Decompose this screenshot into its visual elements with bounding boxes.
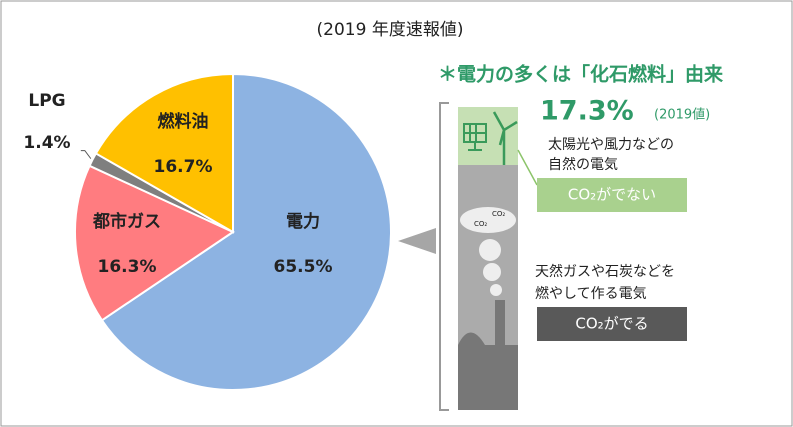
smoke xyxy=(460,207,516,233)
chart-title: (2019 年度速報値) xyxy=(317,20,464,40)
value-label: 65.5% xyxy=(274,257,333,277)
renewable-column xyxy=(458,107,518,165)
smoke xyxy=(483,263,501,281)
value-label: 16.3% xyxy=(98,257,157,277)
value-label: 1.4% xyxy=(23,133,70,153)
category-label: LPG xyxy=(28,91,65,111)
fossil-badge-text: CO₂がでる xyxy=(575,315,648,333)
share: 17.3% xyxy=(540,96,634,127)
fossil-text: 天然ガスや石炭などを xyxy=(535,263,675,280)
category-label: 燃料油 xyxy=(158,111,209,132)
smoke-label: CO₂ xyxy=(492,210,505,218)
share-year: (2019値) xyxy=(654,107,710,123)
value-label: 16.7% xyxy=(154,157,213,177)
category-label: 電力 xyxy=(286,211,320,232)
headline: ＊電力の多くは「化石燃料」由来 xyxy=(438,63,723,86)
fossil-text: 燃やして作る電気 xyxy=(535,285,647,302)
renewable-text: 太陽光や風力などの xyxy=(548,137,674,153)
chart: (2019 年度速報値) 電力 65.5% 都市ガス 16.3% LPG 1.4% 燃料油 1… xyxy=(0,0,793,427)
smoke xyxy=(479,239,501,261)
smoke xyxy=(490,284,502,296)
category-label: 都市ガス xyxy=(92,211,161,232)
renewable-text: 自然の電気 xyxy=(548,156,618,173)
smoke-label: CO₂ xyxy=(474,220,487,228)
renewable-badge-text: CO₂がでない xyxy=(568,186,656,204)
